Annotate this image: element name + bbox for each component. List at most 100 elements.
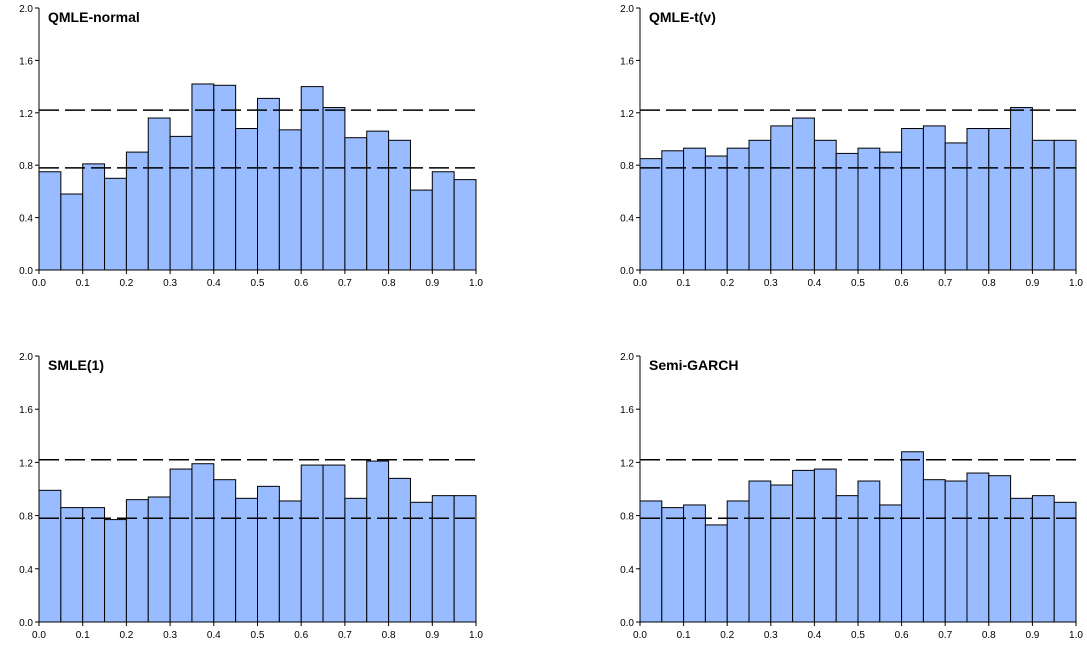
x-tick-label: 0.0 [32,278,46,289]
histogram-bar [366,130,390,271]
x-tick-label: 0.3 [163,278,177,289]
x-tick-label: 0.8 [982,630,996,641]
x-tick-label: 0.8 [982,278,996,289]
histogram-bar [322,464,346,623]
x-tick-label: 1.0 [1069,630,1083,641]
y-tick-label: 1.6 [620,56,634,67]
histogram-bar [857,480,881,623]
histogram-bar [661,507,685,623]
histogram-bar [988,475,1012,623]
histogram-bar [792,117,815,271]
histogram-bar [639,158,663,271]
y-tick-label: 2.0 [19,4,33,15]
x-tick-label: 0.7 [338,278,352,289]
histogram-bar [300,464,324,623]
histogram-bar [704,524,728,623]
y-tick-label: 0.0 [19,266,33,277]
histogram-bar [60,193,84,271]
y-tick-label: 0.8 [620,512,634,523]
histogram-bar [453,179,477,271]
histogram-bar [922,479,946,623]
histogram-bar [1010,497,1033,623]
x-tick-label: 0.6 [895,278,909,289]
histogram-bar [1010,107,1033,271]
x-tick-label: 0.2 [720,630,734,641]
y-tick-label: 0.8 [19,512,33,523]
x-tick-label: 0.4 [807,278,821,289]
panel-title: SMLE(1) [48,357,104,373]
x-tick-label: 0.5 [251,278,265,289]
x-tick-label: 0.1 [76,630,90,641]
histogram-bar [60,507,84,623]
y-tick-label: 1.6 [19,56,33,67]
x-tick-label: 0.1 [76,278,90,289]
y-tick-label: 2.0 [620,4,634,15]
histogram-bar [922,125,946,271]
x-tick-label: 0.1 [677,630,691,641]
y-tick-label: 0.4 [19,565,33,576]
y-tick-label: 1.6 [19,405,33,416]
histogram-bar [38,489,62,623]
x-tick-label: 1.0 [469,630,483,641]
histogram-bar [147,117,171,271]
histogram-bar [169,468,193,623]
histogram-bar [813,468,837,623]
y-tick-label: 0.4 [620,214,634,225]
x-tick-label: 0.9 [1025,630,1039,641]
histogram-bar [147,496,171,623]
histogram-bar [1031,139,1055,271]
histogram-panel-1: 0.0 0.1 0.2 0.3 0.4 0.5 0.6 0.7 0.8 0.9 1.0 0.0 0.4 0… [19,4,483,289]
x-tick-label: 0.5 [251,630,265,641]
y-tick-label: 0.0 [620,618,634,629]
y-tick-label: 0.4 [19,214,33,225]
histogram-bar [388,139,411,271]
y-tick-label: 1.2 [620,109,634,120]
histogram-bar [409,189,433,271]
x-tick-label: 0.9 [425,278,439,289]
histogram-bar [661,150,685,271]
x-tick-label: 0.3 [764,278,778,289]
histogram-bar [344,497,368,623]
histogram-bar [82,163,106,271]
x-tick-label: 0.0 [633,630,647,641]
x-tick-label: 0.9 [1025,278,1039,289]
x-tick-label: 0.4 [207,278,221,289]
histogram-panel-2: 0.0 0.1 0.2 0.3 0.4 0.5 0.6 0.7 0.8 0.9 1.0 0.0 0.4 0… [620,4,1083,289]
histogram-bar [901,128,924,271]
histogram-bar [38,171,62,271]
histogram-bar [988,128,1012,271]
x-tick-label: 0.9 [425,630,439,641]
histogram-bar [453,495,477,623]
x-tick-label: 0.7 [338,630,352,641]
histogram-bar [879,504,903,623]
histogram-bar [191,463,215,623]
histogram-bar [792,469,815,623]
x-tick-label: 0.0 [32,630,46,641]
histogram-bar [104,519,127,623]
histogram-bar [322,107,346,271]
histogram-bar [835,495,859,623]
histogram-bar [235,128,258,271]
panel-title: Semi-GARCH [649,357,738,373]
histogram-bar [82,507,106,623]
panel-title: QMLE-normal [48,9,140,25]
histogram-bar [278,500,302,623]
x-tick-label: 0.7 [938,630,952,641]
x-tick-label: 0.6 [895,630,909,641]
histogram-bar [409,501,433,623]
x-tick-label: 0.3 [163,630,177,641]
histogram-bar [278,129,302,271]
histogram-panel-4: 0.0 0.1 0.2 0.3 0.4 0.5 0.6 0.7 0.8 0.9 1.0 0.0 0.4 0… [620,352,1083,641]
x-tick-label: 1.0 [1069,278,1083,289]
y-tick-label: 1.2 [19,458,33,469]
histogram-bar [257,485,280,623]
histogram-bar [901,451,924,623]
x-tick-label: 0.4 [807,630,821,641]
histogram-bar [726,500,750,623]
histogram-bar [770,125,794,271]
histogram-bar [1053,139,1077,271]
histogram-bar [213,479,237,623]
histogram-bar [213,84,237,271]
histogram-bar [104,177,127,271]
